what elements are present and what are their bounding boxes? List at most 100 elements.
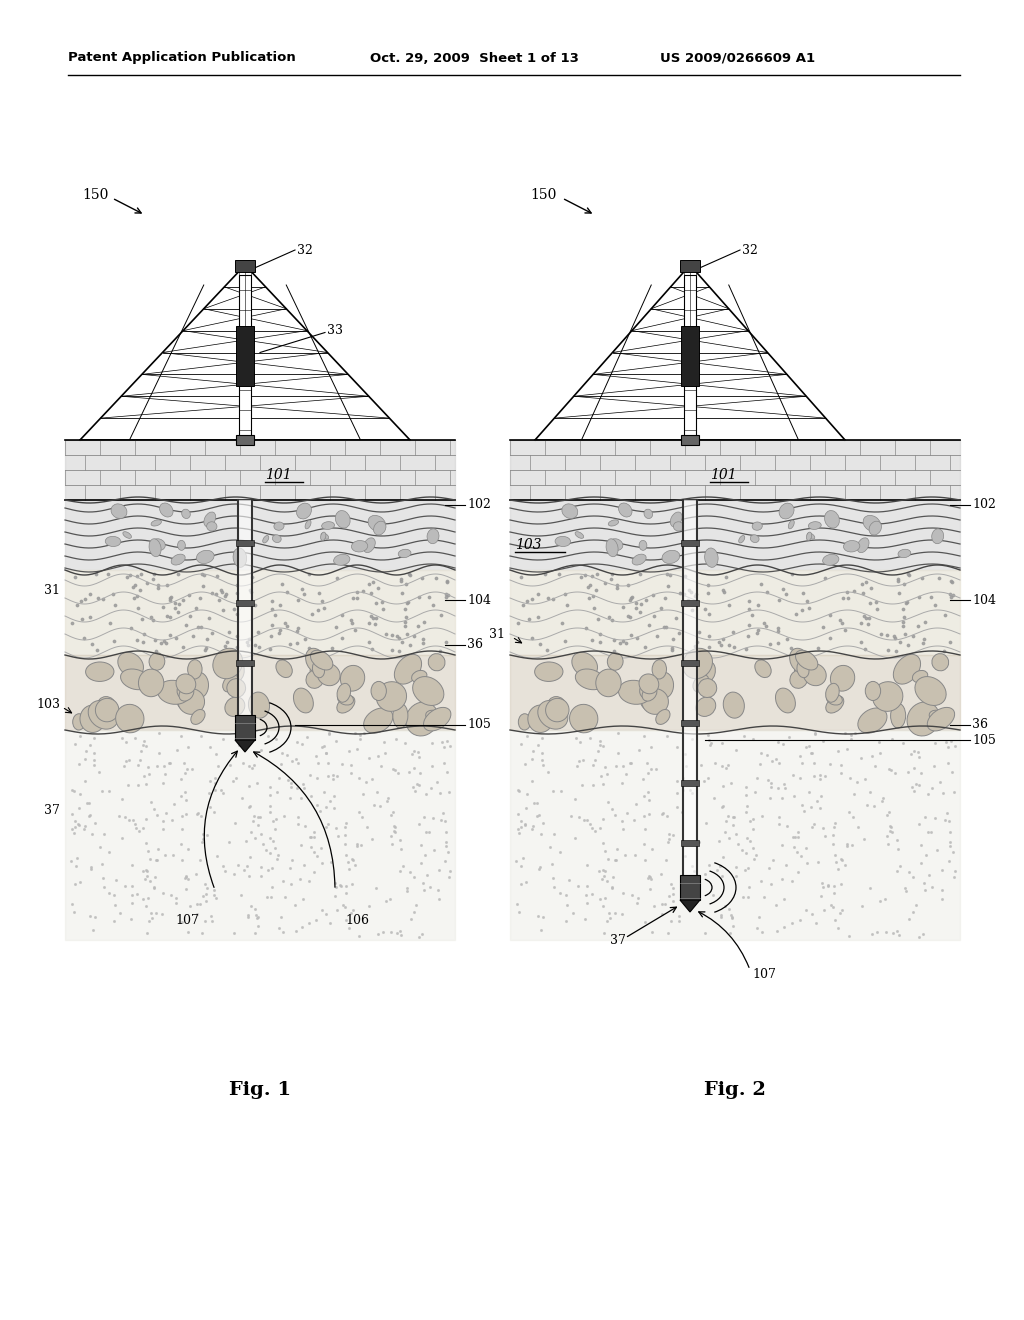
Point	[714, 733, 730, 754]
Point	[334, 754, 350, 775]
Point	[545, 781, 561, 803]
Point	[162, 606, 178, 627]
Point	[774, 869, 791, 890]
Point	[217, 636, 233, 657]
Point	[707, 752, 723, 774]
Point	[382, 921, 398, 942]
Point	[317, 904, 334, 925]
Point	[246, 755, 262, 776]
Point	[230, 734, 247, 755]
Point	[62, 850, 79, 871]
Point	[944, 585, 961, 606]
Point	[385, 759, 401, 780]
Point	[415, 628, 431, 649]
Point	[401, 762, 418, 783]
Point	[415, 632, 431, 653]
Point	[77, 748, 93, 770]
Point	[244, 566, 260, 587]
Point	[364, 829, 380, 850]
Point	[213, 582, 229, 603]
Ellipse shape	[181, 510, 190, 519]
Point	[215, 599, 231, 620]
Point	[901, 862, 918, 883]
Point	[386, 816, 402, 837]
Point	[540, 587, 556, 609]
Point	[184, 626, 201, 647]
Point	[341, 859, 357, 880]
Point	[567, 828, 584, 849]
Point	[175, 752, 191, 774]
Point	[787, 603, 804, 624]
Ellipse shape	[413, 677, 443, 705]
Point	[841, 801, 857, 822]
Point	[273, 754, 290, 775]
Point	[255, 834, 271, 855]
Point	[644, 921, 660, 942]
Point	[899, 564, 915, 585]
Point	[740, 876, 757, 898]
Point	[510, 780, 526, 801]
Point	[68, 855, 84, 876]
Point	[309, 795, 326, 816]
Point	[775, 733, 792, 754]
Point	[369, 593, 385, 614]
Point	[717, 821, 733, 842]
Point	[105, 911, 122, 932]
Point	[330, 825, 346, 846]
Point	[151, 722, 167, 743]
Point	[833, 873, 849, 894]
Point	[511, 780, 527, 801]
Ellipse shape	[306, 671, 324, 688]
Point	[397, 611, 414, 632]
Point	[847, 723, 863, 744]
Ellipse shape	[105, 536, 121, 546]
Point	[632, 564, 648, 585]
Text: Fig. 2: Fig. 2	[705, 1081, 766, 1100]
Point	[518, 871, 535, 892]
Point	[173, 726, 189, 747]
Point	[600, 792, 616, 813]
Point	[662, 829, 678, 850]
Point	[724, 906, 740, 927]
Point	[617, 763, 634, 784]
Point	[325, 764, 341, 785]
Ellipse shape	[893, 655, 921, 684]
Point	[168, 892, 184, 913]
Point	[430, 879, 446, 900]
Point	[509, 612, 525, 634]
Point	[124, 810, 140, 832]
Point	[145, 878, 162, 899]
Point	[347, 619, 364, 640]
Point	[738, 842, 755, 863]
Point	[82, 859, 98, 880]
Text: 150: 150	[82, 187, 109, 202]
Point	[121, 750, 137, 771]
Point	[370, 578, 386, 599]
Ellipse shape	[932, 529, 944, 544]
Point	[406, 866, 422, 887]
Point	[904, 902, 921, 923]
Point	[624, 624, 640, 645]
Point	[150, 849, 166, 870]
Point	[155, 810, 171, 832]
Point	[136, 766, 153, 787]
Ellipse shape	[753, 521, 762, 531]
Ellipse shape	[535, 661, 563, 681]
Point	[881, 801, 897, 822]
Point	[610, 722, 627, 743]
Point	[135, 888, 152, 909]
Point	[596, 865, 612, 886]
Point	[344, 850, 360, 871]
Point	[512, 817, 528, 838]
Point	[892, 632, 908, 653]
Point	[582, 587, 598, 609]
Point	[66, 822, 82, 843]
Point	[654, 803, 671, 824]
Point	[374, 591, 390, 612]
Point	[829, 917, 846, 939]
Point	[671, 622, 687, 643]
Point	[178, 614, 195, 635]
Point	[601, 606, 617, 627]
Point	[416, 611, 432, 632]
Point	[378, 890, 394, 911]
